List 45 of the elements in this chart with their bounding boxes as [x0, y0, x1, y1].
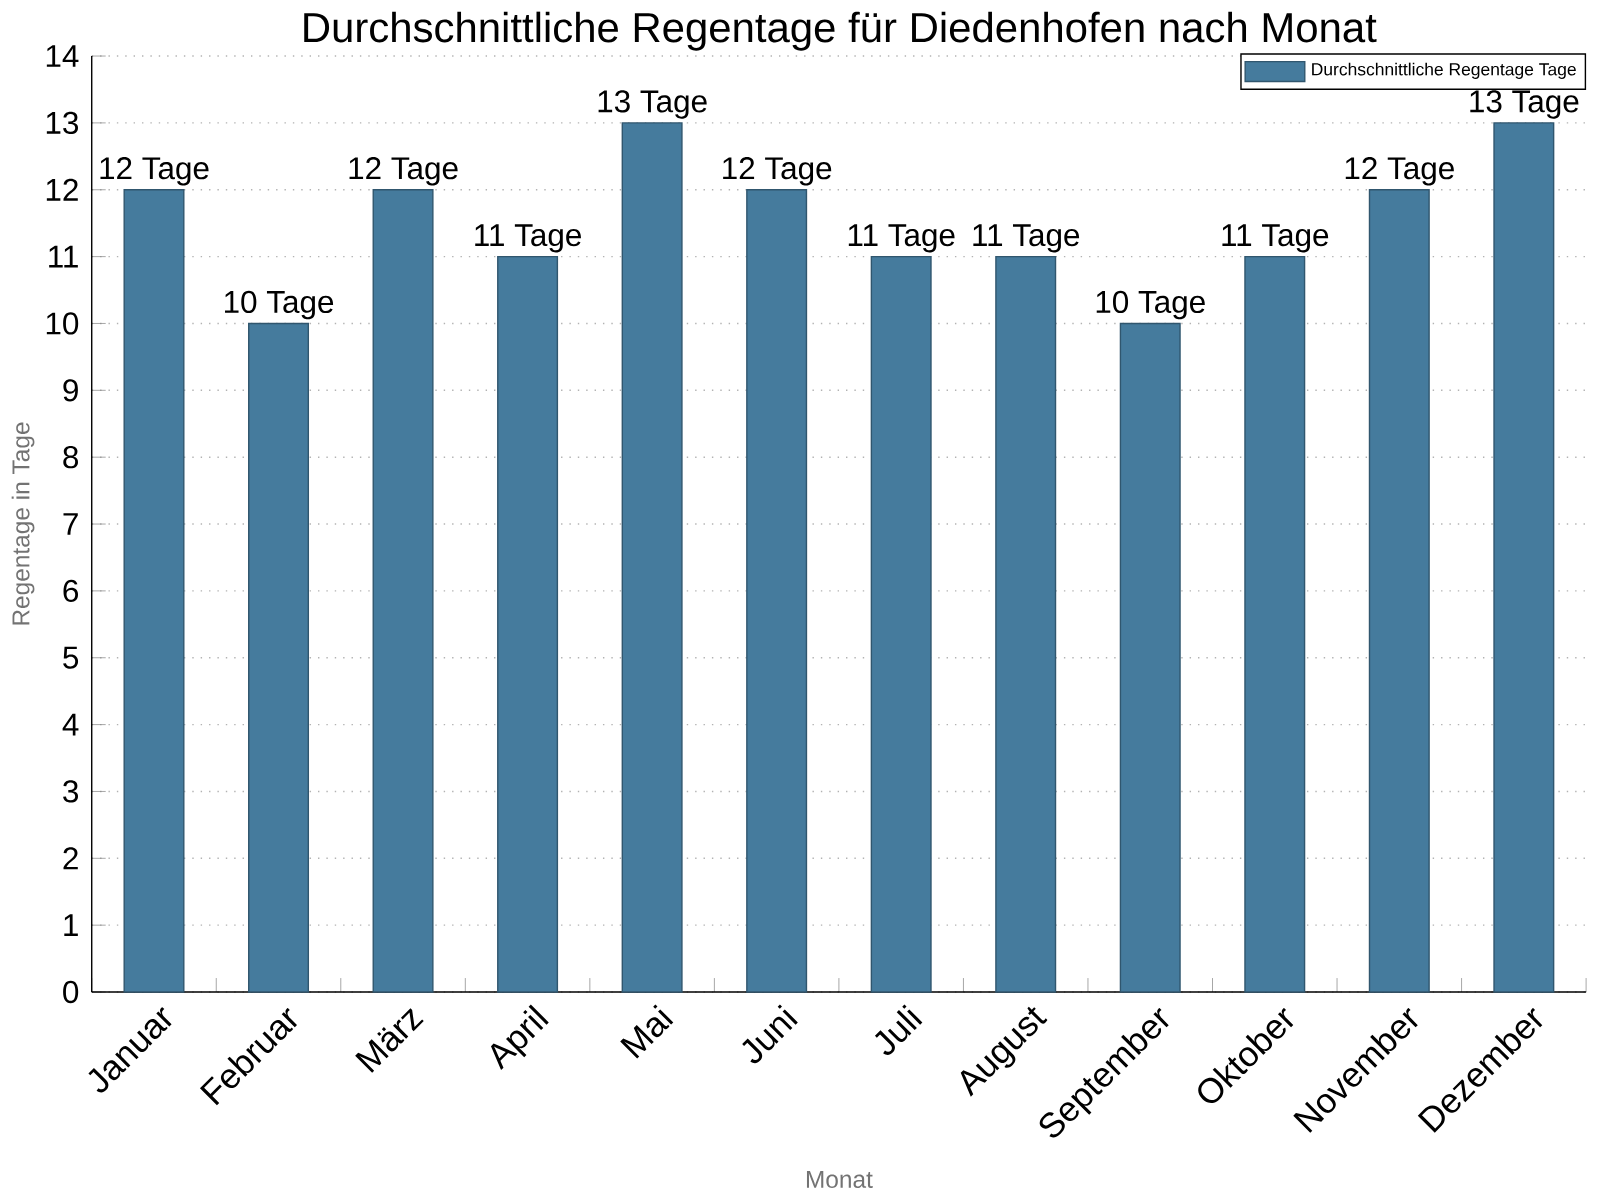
chart-title: Durchschnittliche Regentage für Diedenhofen nach Monat	[304, 11, 1377, 51]
y-tick-label: 7	[63, 513, 78, 536]
data-label: 12 Tage	[349, 157, 458, 186]
bar	[1368, 189, 1430, 993]
y-tick-label: 6	[63, 579, 79, 603]
y-tick-label: 10	[46, 312, 79, 335]
data-label: 12 Tage	[100, 157, 209, 186]
bar	[995, 256, 1057, 993]
bar	[621, 122, 683, 993]
bar	[1493, 122, 1555, 993]
data-label: 10 Tage	[1096, 290, 1205, 320]
y-tick-label: 5	[63, 646, 79, 669]
y-tick-label: 0	[63, 981, 79, 1004]
x-tick-label: Juli	[874, 1004, 923, 1056]
data-label: 11 Tage	[848, 224, 955, 253]
bar	[497, 256, 559, 993]
data-label: 12 Tage	[723, 157, 832, 186]
y-tick-label: 8	[63, 446, 79, 469]
data-label: 12 Tage	[1345, 157, 1454, 186]
y-tick-label: 3	[63, 780, 79, 803]
data-label: 11 Tage	[973, 224, 1080, 253]
bar	[372, 189, 434, 993]
y-tick-label: 9	[63, 379, 78, 402]
bar	[1244, 256, 1306, 993]
x-tick-label: Mai	[620, 1004, 674, 1059]
y-tick-label: 4	[62, 713, 79, 736]
bar	[123, 189, 185, 993]
y-tick-label: 11	[49, 245, 78, 268]
y-tick-label: 13	[46, 111, 79, 135]
data-label: 11 Tage	[475, 224, 581, 253]
data-label: 10 Tage	[225, 290, 334, 320]
y-tick-label: 12	[46, 178, 78, 201]
bar	[1119, 322, 1181, 993]
bar	[746, 189, 808, 993]
data-label: 11 Tage	[1222, 224, 1329, 253]
y-tick-label: 1	[64, 914, 78, 937]
data-label: 13 Tage	[1470, 90, 1579, 119]
x-axis-title: Monat	[806, 1171, 873, 1189]
y-tick-label: 2	[63, 847, 78, 870]
bar	[248, 322, 310, 993]
bar	[870, 256, 932, 993]
data-label: 13 Tage	[598, 90, 707, 119]
y-axis-title: Regentage in Tage	[11, 422, 35, 625]
legend-label: Durchschnittliche Regentage Tage	[1312, 62, 1576, 80]
y-tick-label: 14	[46, 45, 79, 68]
